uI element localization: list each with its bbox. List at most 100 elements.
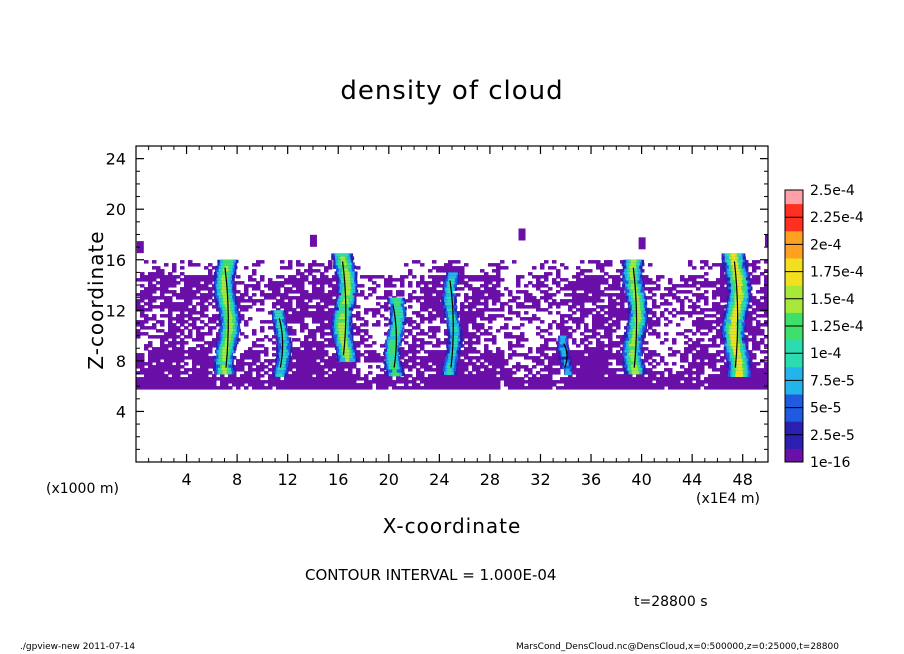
- cloud-cell: [548, 347, 553, 351]
- cloud-cell: [496, 356, 501, 360]
- cloud-cell: [400, 284, 405, 288]
- cloud-cell: [280, 293, 285, 297]
- density-column-cell: [344, 283, 351, 287]
- density-column-cell: [224, 265, 229, 270]
- cloud-cell: [408, 350, 413, 354]
- cloud-cell: [140, 293, 145, 297]
- cloud-cell: [708, 374, 713, 378]
- cloud-cell: [312, 329, 317, 333]
- cloud-cell: [460, 317, 465, 321]
- cloud-cell: [272, 281, 277, 285]
- density-column-cell: [344, 289, 351, 293]
- cloud-cell: [660, 314, 665, 318]
- cloud-cell: [732, 386, 737, 390]
- density-column-cell: [387, 336, 401, 341]
- cloud-cell: [288, 320, 293, 324]
- cloud-cell: [464, 275, 469, 279]
- cloud-cell: [500, 314, 505, 318]
- cloud-cell: [608, 284, 613, 288]
- cloud-cell: [600, 323, 605, 327]
- cloud-cell: [184, 356, 189, 360]
- cloud-cell: [424, 359, 429, 363]
- cloud-cell: [320, 368, 325, 372]
- cloud-cell: [552, 371, 557, 375]
- cloud-cell: [764, 293, 768, 297]
- cloud-cell: [536, 284, 541, 288]
- cloud-cell: [252, 377, 257, 381]
- cloud-cell: [616, 296, 621, 300]
- cloud-cell: [568, 284, 573, 288]
- cloud-cell: [472, 299, 477, 303]
- cloud-cell: [188, 299, 193, 303]
- cloud-cell: [168, 308, 173, 312]
- cloud-cell: [156, 365, 161, 369]
- cloud-cell: [328, 356, 333, 360]
- cloud-cell: [428, 359, 433, 363]
- cloud-cell: [152, 323, 157, 327]
- cloud-cell: [424, 365, 429, 369]
- cloud-cell: [468, 356, 473, 360]
- cloud-cell: [752, 338, 757, 342]
- cloud-cell: [668, 377, 673, 381]
- cloud-cell: [412, 335, 417, 339]
- cloud-cell: [576, 362, 581, 366]
- cloud-cell: [152, 347, 157, 351]
- cloud-cell: [580, 260, 585, 264]
- density-column-cell: [340, 313, 345, 317]
- cloud-cell: [172, 278, 177, 282]
- cloud-cell: [748, 263, 753, 267]
- cloud-cell: [568, 377, 573, 381]
- cloud-cell: [564, 332, 569, 336]
- cloud-cell: [420, 278, 425, 282]
- cloud-cell: [204, 368, 209, 372]
- cloud-cell: [764, 335, 768, 339]
- density-column-cell: [223, 259, 232, 264]
- cloud-cell: [140, 362, 145, 366]
- cloud-cell: [152, 299, 157, 303]
- cloud-cell: [324, 344, 329, 348]
- cloud-cell: [164, 347, 169, 351]
- cloud-cell: [704, 308, 709, 312]
- cloud-cell: [148, 299, 153, 303]
- density-column-cell: [279, 340, 289, 344]
- cloud-cell: [324, 359, 329, 363]
- cloud-cell: [472, 356, 477, 360]
- density-column-cell: [226, 331, 232, 336]
- cloud-cell: [752, 308, 757, 312]
- cloud-cell: [532, 374, 537, 378]
- cloud-cell: [472, 380, 477, 384]
- density-column-cell: [448, 272, 458, 276]
- cloud-cell: [524, 296, 529, 300]
- cloud-cell: [292, 365, 297, 369]
- cloud-cell: [600, 266, 605, 270]
- cloud-cell: [388, 293, 393, 297]
- cloud-cell: [460, 302, 465, 306]
- cloud-cell: [596, 332, 601, 336]
- cloud-cell: [704, 296, 709, 300]
- cloud-cell: [260, 329, 265, 333]
- cloud-cell: [592, 326, 597, 330]
- cloud-cell: [216, 386, 221, 390]
- cloud-cell: [484, 368, 489, 372]
- cloud-cell: [428, 293, 433, 297]
- cloud-cell: [304, 302, 309, 306]
- cloud-cell: [156, 362, 161, 366]
- cloud-cell: [292, 332, 297, 336]
- cloud-cell: [412, 362, 417, 366]
- cloud-cell: [376, 383, 381, 387]
- cloud-cell: [248, 356, 253, 360]
- cloud-cell: [204, 278, 209, 282]
- cloud-cell: [544, 290, 549, 294]
- cloud-cell: [300, 323, 305, 327]
- density-column-cell: [395, 324, 399, 329]
- cloud-cell: [692, 302, 697, 306]
- cloud-cell: [320, 386, 325, 390]
- cloud-cell: [200, 311, 205, 315]
- cloud-cell: [148, 305, 153, 309]
- cloud-cell: [752, 353, 757, 357]
- cloud-cell: [544, 365, 549, 369]
- cloud-cell: [288, 296, 293, 300]
- cloud-cell: [284, 383, 289, 387]
- density-column-cell: [396, 309, 400, 314]
- cloud-cell: [540, 386, 545, 390]
